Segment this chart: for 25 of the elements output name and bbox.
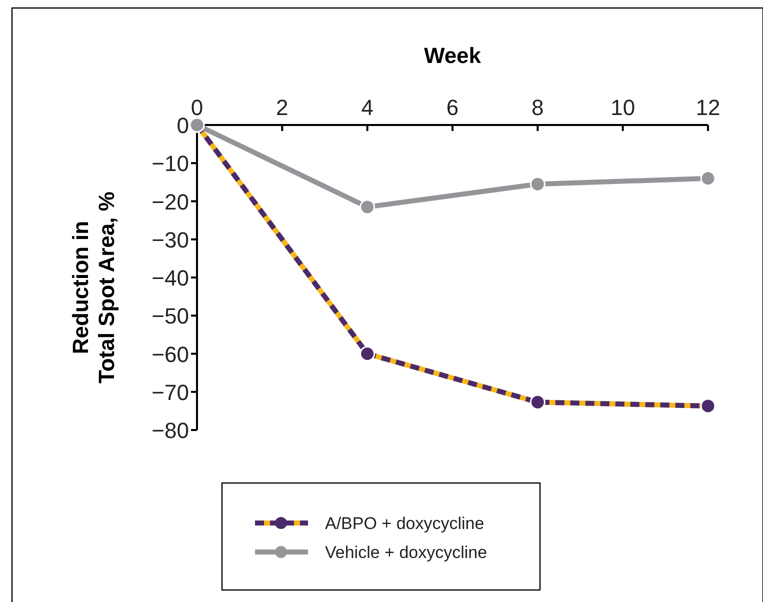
x-tick-label: 12 [696, 95, 720, 120]
legend-label: A/BPO + doxycycline [325, 514, 484, 533]
y-axis-title: Reduction in Total Spot Area, % [68, 192, 119, 384]
y-tick-label: −60 [152, 342, 189, 367]
x-axis-title: Week [424, 43, 482, 68]
point [360, 346, 376, 362]
y-tick-label: −70 [152, 380, 189, 405]
y-tick-label: 0 [176, 113, 189, 138]
x-tick-label: 8 [532, 95, 544, 120]
y-tick-label: −80 [152, 418, 189, 443]
legend-label: Vehicle + doxycycline [325, 543, 488, 562]
x-tick-label: 6 [446, 95, 459, 120]
x-tick-label: 2 [276, 95, 288, 120]
point [700, 398, 716, 414]
y-tick-label: −10 [152, 151, 189, 176]
point [530, 176, 546, 192]
y-tick-label: −20 [152, 189, 189, 214]
y-tick-label: −50 [152, 304, 189, 329]
y-tick-label: −30 [152, 227, 189, 252]
point [360, 199, 376, 215]
point [530, 394, 546, 410]
x-tick-label: 10 [610, 95, 636, 120]
point [700, 170, 716, 186]
x-tick-label: 4 [361, 95, 374, 120]
y-tick-label: −40 [152, 266, 189, 290]
